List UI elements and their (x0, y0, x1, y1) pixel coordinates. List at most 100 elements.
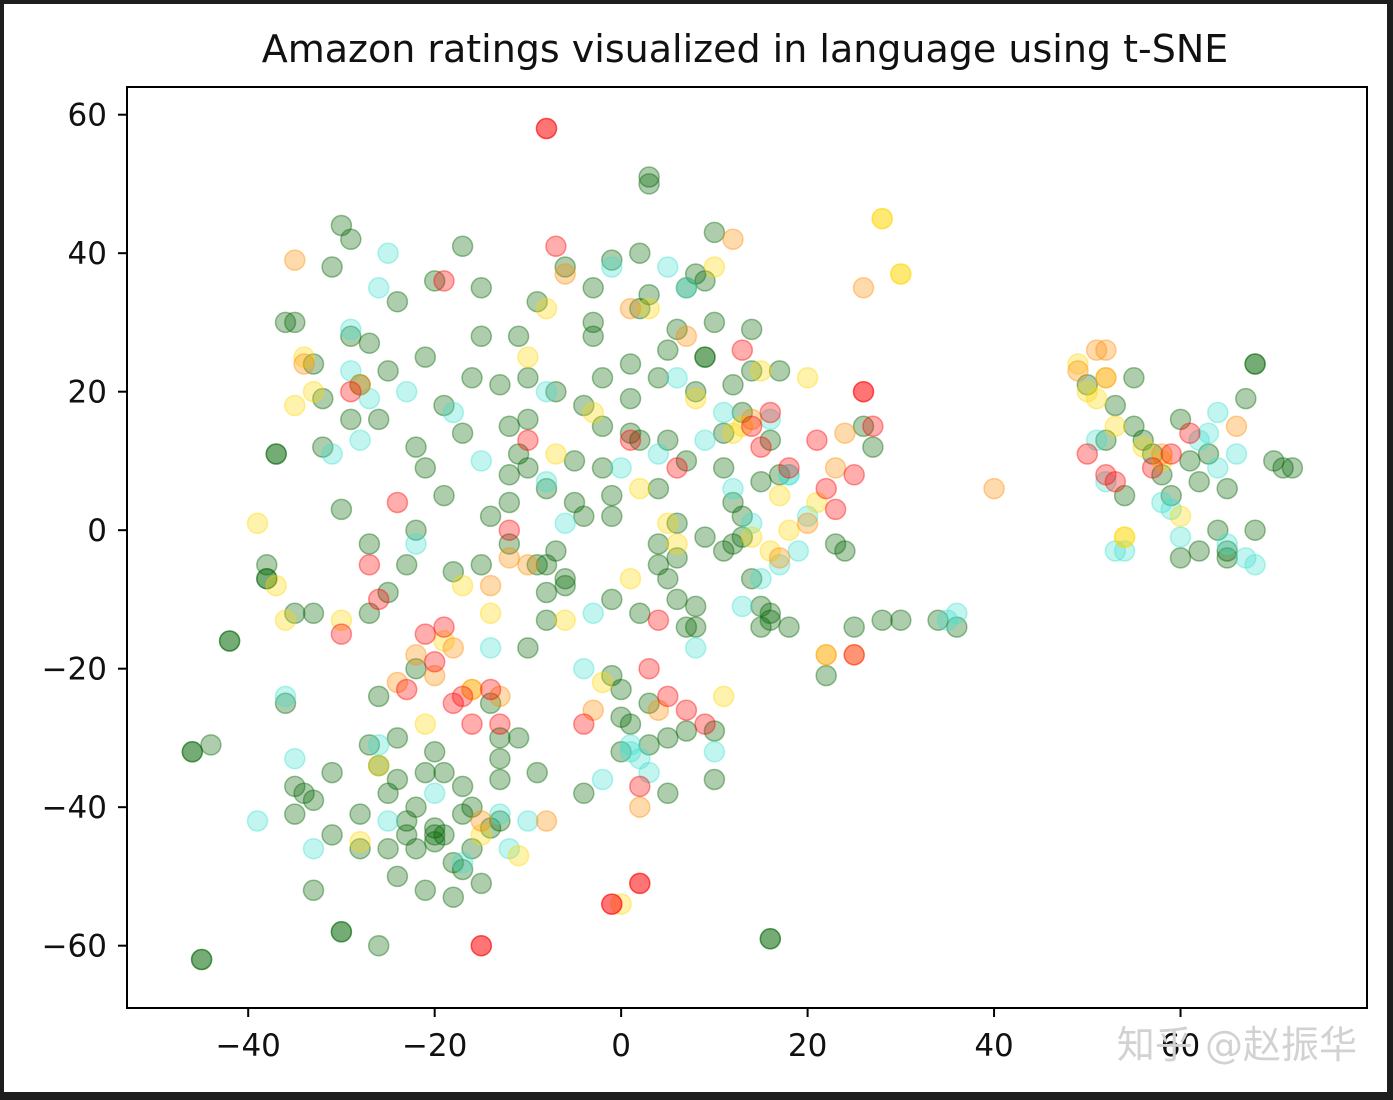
data-point (740, 408, 763, 431)
data-point (358, 387, 381, 410)
data-point (787, 540, 810, 562)
data-point (284, 249, 306, 271)
data-point (367, 685, 390, 708)
watermark: 知乎 @赵振华 (1117, 1023, 1357, 1067)
data-point (461, 367, 483, 389)
data-point (768, 360, 791, 382)
data-point (386, 290, 409, 313)
data-point (414, 346, 437, 368)
data-point (1095, 367, 1117, 389)
data-point (461, 796, 483, 818)
data-point (601, 893, 623, 915)
data-point (843, 464, 865, 486)
data-point (358, 602, 381, 625)
data-point (573, 394, 595, 417)
data-point (778, 464, 800, 486)
data-point (946, 616, 968, 638)
data-point (405, 519, 427, 541)
data-point (535, 117, 558, 140)
data-point (740, 360, 763, 382)
data-point (405, 657, 427, 680)
data-point (423, 741, 446, 763)
data-point (386, 671, 409, 694)
data-point (433, 761, 455, 784)
y-tick-label: 0 (87, 513, 107, 549)
x-tick-label: 20 (788, 1028, 827, 1064)
data-point (433, 270, 455, 292)
data-point (274, 692, 297, 715)
data-point (796, 505, 819, 528)
data-point (330, 498, 353, 521)
data-point (507, 727, 530, 749)
data-point (759, 429, 782, 451)
data-point (815, 477, 837, 500)
data-point (712, 685, 735, 708)
data-point (1207, 457, 1229, 479)
data-point (740, 567, 763, 590)
data-point (768, 484, 791, 507)
data-point (1123, 415, 1145, 438)
data-point (638, 173, 660, 195)
x-tick-label: 40 (974, 1028, 1013, 1064)
data-point (1095, 429, 1117, 451)
data-point (498, 547, 521, 569)
data-point (731, 595, 754, 618)
data-point (340, 380, 362, 403)
data-point (573, 505, 595, 528)
data-point (647, 443, 670, 465)
data-point (703, 311, 726, 334)
data-point (302, 789, 325, 812)
x-tick-label: 60 (1161, 1028, 1200, 1064)
data-point (1197, 422, 1220, 444)
data-point (834, 540, 856, 562)
data-point (302, 879, 325, 902)
data-point (349, 803, 371, 825)
data-point (256, 554, 278, 576)
data-point (582, 325, 604, 348)
data-point (815, 664, 837, 687)
data-point (395, 824, 418, 846)
data-point (824, 533, 847, 555)
data-point (759, 928, 782, 950)
data-point (367, 277, 390, 299)
data-point (367, 408, 390, 431)
data-point (517, 457, 539, 479)
data-point (647, 533, 670, 555)
data-point (358, 533, 381, 555)
y-axis: −60 −40 −20 0 20 40 60 (42, 98, 127, 965)
data-point (871, 609, 893, 631)
data-point (675, 325, 698, 348)
data-point (265, 443, 287, 465)
data-point (302, 380, 325, 403)
data-point (722, 491, 744, 514)
data-point (218, 630, 241, 652)
data-point (377, 581, 399, 604)
data-point (265, 574, 287, 597)
data-point (712, 401, 735, 424)
data-point (507, 844, 530, 867)
data-point (684, 595, 707, 618)
data-point (526, 290, 548, 313)
data-point (517, 367, 539, 389)
data-point (563, 491, 586, 514)
data-point (367, 734, 390, 756)
data-point (1244, 353, 1266, 375)
data-point (703, 741, 726, 763)
data-point (386, 727, 409, 749)
data-point (740, 318, 763, 341)
data-point (582, 277, 604, 299)
data-point (619, 567, 642, 590)
data-point (1188, 429, 1210, 451)
data-point (535, 477, 558, 500)
data-point (517, 637, 539, 659)
data-point (638, 297, 660, 320)
data-point (554, 512, 576, 535)
y-tick-label: 60 (68, 98, 107, 134)
data-point (601, 893, 623, 915)
data-point (582, 401, 604, 424)
data-point (330, 214, 353, 237)
data-point (395, 380, 418, 403)
data-point (358, 734, 381, 756)
data-point (312, 387, 334, 410)
data-point (750, 567, 772, 590)
